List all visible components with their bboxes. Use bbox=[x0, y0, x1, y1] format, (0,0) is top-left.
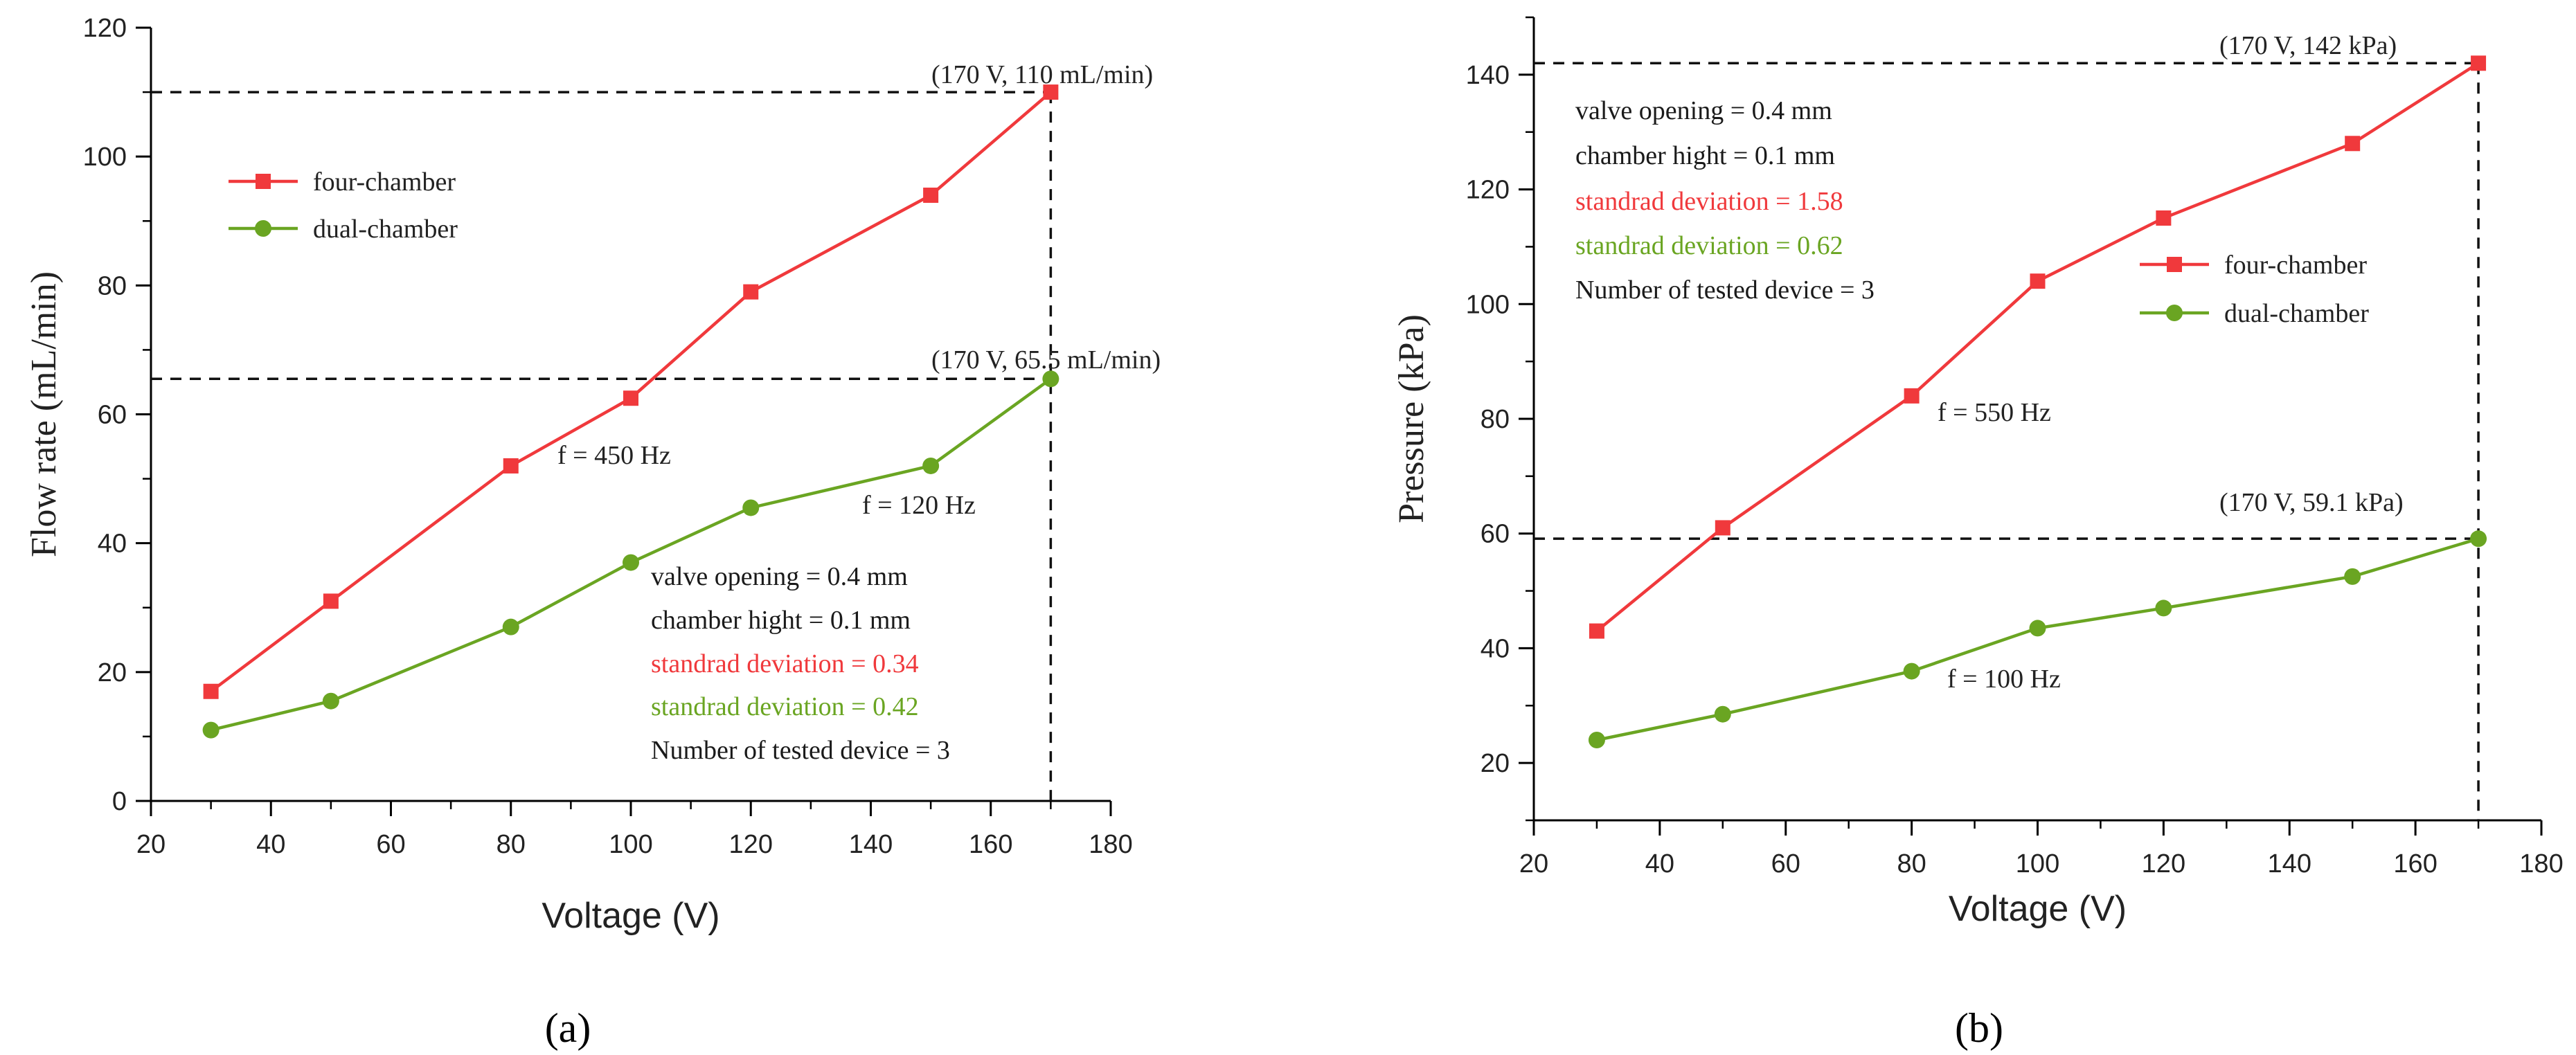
b-x-tick-label: 160 bbox=[2393, 849, 2437, 878]
a-x-axis-label: Voltage (V) bbox=[542, 896, 719, 936]
b-x-tick-label: 20 bbox=[1519, 849, 1548, 878]
b-x-tick-label: 40 bbox=[1645, 849, 1674, 878]
b-x-axis-label: Voltage (V) bbox=[1949, 889, 2127, 929]
a-point-four bbox=[1043, 84, 1059, 100]
a-x-tick-label: 20 bbox=[136, 830, 166, 859]
b-point-dual bbox=[2029, 620, 2046, 637]
b-peak-dual-annotation: (170 V, 59.1 kPa) bbox=[2219, 488, 2404, 517]
a-point-four bbox=[323, 593, 339, 609]
b-point-four bbox=[2345, 136, 2361, 152]
a-point-four bbox=[503, 458, 519, 474]
a-note-line: chamber hight = 0.1 mm bbox=[651, 606, 911, 635]
a-x-tick-label: 120 bbox=[729, 830, 773, 859]
a-x-tick-label: 180 bbox=[1089, 830, 1132, 859]
b-x-tick-label: 100 bbox=[2016, 849, 2059, 878]
a-y-tick-label: 100 bbox=[83, 143, 127, 172]
a-note-line: standrad deviation = 0.34 bbox=[651, 649, 919, 678]
b-point-four bbox=[2156, 210, 2172, 226]
a-legend-marker-four bbox=[256, 174, 271, 189]
b-y-tick-label: 120 bbox=[1466, 176, 1510, 205]
a-y-tick-label: 40 bbox=[98, 530, 127, 559]
b-panel-label: (b) bbox=[1955, 1005, 2003, 1051]
a-x-tick-label: 100 bbox=[609, 830, 652, 859]
b-note-line: standrad deviation = 0.62 bbox=[1575, 231, 1843, 260]
b-point-four bbox=[2471, 55, 2487, 71]
a-point-dual bbox=[623, 554, 639, 571]
a-y-tick-label: 20 bbox=[98, 658, 127, 687]
a-y-tick-label: 80 bbox=[98, 271, 127, 300]
a-point-dual bbox=[202, 721, 220, 739]
a-peak-dual-annotation: (170 V, 65.5 mL/min) bbox=[931, 345, 1161, 375]
b-y-tick-label: 100 bbox=[1466, 290, 1510, 319]
a-x-tick-label: 60 bbox=[376, 830, 405, 859]
b-legend-marker-four bbox=[2167, 257, 2182, 272]
b-x-tick-label: 180 bbox=[2519, 849, 2563, 878]
a-freq-dual-annotation: f = 120 Hz bbox=[862, 491, 976, 520]
b-legend-label-four: four-chamber bbox=[2224, 251, 2367, 280]
a-point-dual bbox=[322, 692, 339, 710]
a-note-line: standrad deviation = 0.42 bbox=[651, 692, 919, 721]
a-legend-label-four: four-chamber bbox=[313, 168, 456, 197]
a-x-tick-label: 80 bbox=[497, 830, 526, 859]
b-note-line: Number of tested device = 3 bbox=[1575, 276, 1875, 305]
a-point-dual bbox=[922, 457, 940, 474]
a-point-dual bbox=[1042, 370, 1059, 388]
b-freq-dual-annotation: f = 100 Hz bbox=[1947, 665, 2061, 694]
a-point-dual bbox=[742, 499, 760, 516]
b-x-tick-label: 80 bbox=[1897, 849, 1926, 878]
b-y-tick-label: 20 bbox=[1481, 749, 1510, 778]
a-y-tick-label: 0 bbox=[112, 787, 127, 816]
b-note-line: standrad deviation = 1.58 bbox=[1575, 187, 1843, 216]
a-y-tick-label: 60 bbox=[98, 401, 127, 430]
a-point-four bbox=[743, 284, 759, 300]
a-freq-four-annotation: f = 450 Hz bbox=[557, 441, 671, 470]
b-point-dual bbox=[1588, 732, 1605, 748]
a-point-four bbox=[203, 683, 219, 699]
a-note-line: Number of tested device = 3 bbox=[651, 736, 950, 765]
b-freq-four-annotation: f = 550 Hz bbox=[1938, 398, 2051, 427]
b-x-tick-label: 140 bbox=[2268, 849, 2311, 878]
a-point-dual bbox=[502, 618, 519, 635]
a-note-line: valve opening = 0.4 mm bbox=[651, 562, 908, 591]
b-point-four bbox=[1589, 623, 1604, 639]
a-point-four bbox=[923, 188, 939, 204]
b-peak-four-annotation: (170 V, 142 kPa) bbox=[2219, 31, 2397, 60]
a-panel-label: (a) bbox=[545, 1005, 591, 1051]
a-legend-label-dual: dual-chamber bbox=[313, 215, 458, 244]
a-legend-marker-dual bbox=[255, 220, 271, 237]
b-point-four bbox=[1715, 520, 1730, 536]
b-x-tick-label: 60 bbox=[1771, 849, 1800, 878]
b-point-dual bbox=[1714, 705, 1731, 723]
b-y-tick-label: 60 bbox=[1481, 520, 1510, 549]
b-point-dual bbox=[1903, 662, 1920, 680]
b-point-four bbox=[2030, 273, 2046, 289]
b-point-dual bbox=[2470, 530, 2487, 548]
a-y-axis-label: Flow rate (mL/min) bbox=[24, 271, 64, 557]
b-point-dual bbox=[2344, 568, 2361, 585]
a-peak-four-annotation: (170 V, 110 mL/min) bbox=[931, 60, 1153, 89]
b-point-dual bbox=[2155, 599, 2172, 617]
b-y-axis-label: Pressure (kPa) bbox=[1392, 314, 1431, 523]
b-note-line: chamber hight = 0.1 mm bbox=[1575, 141, 1835, 170]
b-point-four bbox=[1904, 388, 1920, 404]
b-y-tick-label: 140 bbox=[1466, 61, 1510, 90]
b-y-tick-label: 40 bbox=[1481, 634, 1510, 663]
b-x-tick-label: 120 bbox=[2142, 849, 2185, 878]
a-x-tick-label: 160 bbox=[969, 830, 1012, 859]
a-x-tick-label: 40 bbox=[256, 830, 285, 859]
b-legend-label-dual: dual-chamber bbox=[2224, 299, 2369, 328]
a-x-tick-label: 140 bbox=[849, 830, 893, 859]
a-point-four bbox=[623, 390, 638, 406]
b-y-tick-label: 80 bbox=[1481, 405, 1510, 434]
a-y-tick-label: 120 bbox=[83, 14, 127, 43]
b-legend-marker-dual bbox=[2166, 305, 2183, 321]
b-note-line: valve opening = 0.4 mm bbox=[1575, 96, 1832, 125]
